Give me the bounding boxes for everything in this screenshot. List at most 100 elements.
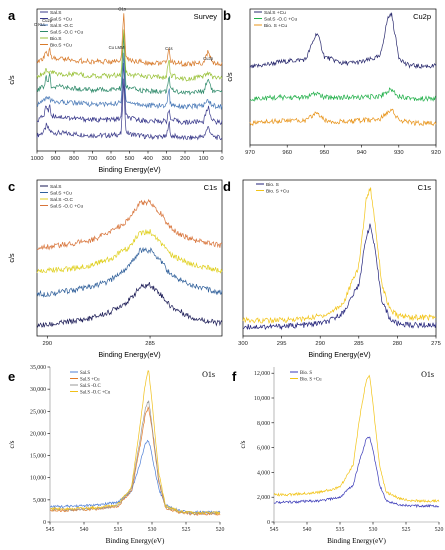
- y-tick-label: 0: [43, 520, 46, 526]
- x-tick-label: 200: [180, 156, 190, 162]
- y-tick-label: 12,000: [254, 371, 270, 377]
- panel-title: C1s: [204, 183, 218, 192]
- y-tick-label: 0: [267, 520, 270, 526]
- x-tick-label: 290: [42, 341, 52, 347]
- panel-title: O1s: [202, 370, 215, 379]
- x-tick-label: 940: [357, 150, 367, 156]
- y-tick-label: 20,000: [30, 431, 46, 437]
- x-tick-label: 900: [51, 156, 61, 162]
- panel-b: b 970 960 950 940 930 920 c/s Cu2p Sal.S +CuSal.S…: [223, 8, 441, 156]
- legend-label: Bio. S +Cu: [264, 23, 287, 29]
- legend-label: Sal.S +Cu: [50, 16, 72, 22]
- panel-title: O1s: [421, 370, 434, 379]
- x-tick-label: 280: [393, 341, 403, 347]
- y-tick-label: 2,000: [257, 495, 270, 501]
- y-tick-label: 8,000: [257, 421, 270, 427]
- x-tick-label: 285: [145, 341, 155, 347]
- series-line-a-2: [36, 52, 223, 110]
- panel-e: e 545 540 535 530 525 520 0 5,000 10,000 15,000 20,…: [8, 365, 224, 545]
- x-tick-label: 700: [88, 156, 98, 162]
- x-tick-label: 1000: [31, 156, 44, 162]
- panel-title: Survey: [194, 12, 218, 21]
- legend-label: Sal.S +Cu: [80, 377, 100, 382]
- peak-annotation: Cu LMM: [109, 45, 125, 50]
- series-line-f-0: [273, 436, 440, 509]
- panel-f: f 545 540 535 530 525 520 0 2,000 4,000 6,000 8,000…: [232, 367, 443, 545]
- legend-label: Bio.S: [50, 36, 61, 42]
- legend-label: Bio. S: [300, 371, 312, 376]
- series-line-a-3: [36, 33, 223, 96]
- x-tick-label: 275: [431, 341, 441, 347]
- x-axis-label: Binding Energy(eV): [98, 350, 160, 359]
- y-axis-label: c/s: [8, 440, 16, 448]
- legend-label: Sal.S -O.C +Cu: [264, 16, 298, 22]
- x-tick-label: 530: [369, 527, 378, 533]
- x-tick-label: 960: [282, 150, 292, 156]
- series-line-a-5: [36, 13, 223, 68]
- x-tick-label: 535: [336, 527, 345, 533]
- y-tick-label: 10,000: [30, 476, 46, 482]
- legend-label: Sal.S -O.C: [50, 23, 73, 29]
- x-tick-label: 300: [238, 341, 248, 347]
- y-axis-label: c/s: [7, 75, 16, 85]
- plot-frame: [242, 179, 437, 337]
- x-tick-label: 540: [303, 527, 312, 533]
- x-tick-label: 100: [199, 156, 209, 162]
- x-tick-label: 400: [143, 156, 153, 162]
- series-line-c-0: [36, 282, 223, 328]
- x-tick-label: 930: [394, 150, 404, 156]
- x-tick-label: 530: [148, 527, 157, 533]
- y-tick-label: 25,000: [30, 409, 46, 415]
- x-tick-label: 290: [315, 341, 325, 347]
- legend-label: Sal.S -O.C: [50, 197, 73, 203]
- panel-letter-f: f: [232, 369, 237, 384]
- panel-letter-e: e: [8, 369, 15, 384]
- x-tick-label: 540: [80, 527, 89, 533]
- series-line-a-1: [36, 62, 223, 126]
- y-tick-label: 15,000: [30, 454, 46, 460]
- x-tick-label: 600: [106, 156, 116, 162]
- peak-annotation: Cu2p: [42, 18, 53, 23]
- y-tick-label: 10,000: [254, 396, 270, 402]
- legend-label: Sal.S: [80, 371, 90, 376]
- legend-label: Sal.S -O.C +Cu: [80, 390, 111, 395]
- x-tick-label: 545: [270, 527, 279, 533]
- y-tick-label: 30,000: [30, 387, 46, 393]
- panel-title: Cu2p: [413, 12, 431, 21]
- y-tick-label: 6,000: [257, 446, 270, 452]
- series-line-b-1: [249, 87, 437, 102]
- series-line-a-0: [36, 78, 223, 141]
- x-axis-label: Binding Energy(eV): [106, 537, 165, 545]
- series-line-e-0: [49, 439, 221, 515]
- legend-label: Bio. S +Cu: [300, 377, 322, 382]
- x-tick-label: 500: [125, 156, 135, 162]
- x-tick-label: 295: [277, 341, 287, 347]
- x-tick-label: 920: [431, 150, 441, 156]
- series-line-e-3: [49, 370, 221, 515]
- series-line-b-2: [249, 108, 437, 127]
- y-tick-label: 35,000: [30, 365, 46, 371]
- x-tick-label: 950: [320, 150, 330, 156]
- legend-label: Bio. S: [266, 182, 279, 188]
- legend-label: Bio.S +Cu: [50, 42, 72, 48]
- legend-label: Sal.S -O.C: [80, 384, 101, 389]
- series-line-d-1: [242, 187, 437, 324]
- legend-label: Sal.S +Cu: [50, 190, 72, 196]
- y-tick-label: 4,000: [257, 470, 270, 476]
- x-tick-label: 300: [162, 156, 172, 162]
- legend-label: Bio. S +Cu: [266, 188, 289, 194]
- y-tick-label: 5,000: [33, 498, 46, 504]
- series-line-b-0: [249, 12, 437, 70]
- panel-letter-c: c: [8, 179, 15, 194]
- x-tick-label: 800: [69, 156, 79, 162]
- series-line-c-2: [36, 229, 223, 274]
- x-axis-label: Binding Energy(eV): [327, 537, 386, 545]
